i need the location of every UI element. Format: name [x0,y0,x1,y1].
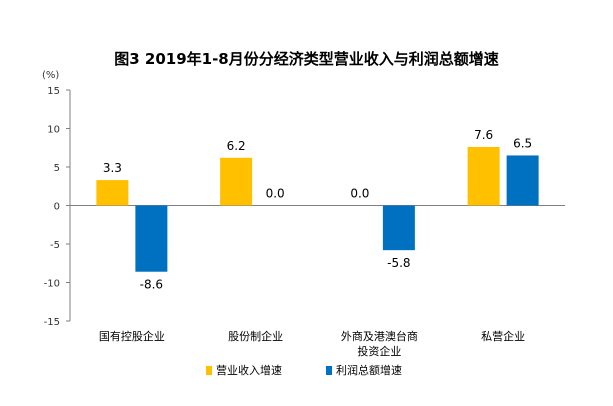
y-tick-label: 5 [54,163,60,174]
y-tick-label: -10 [44,279,60,290]
chart-title: 图3 2019年1-8月份分经济类型营业收入与利润总额增速 [114,50,499,68]
legend-label: 利润总额增速 [336,363,402,377]
data-label: 3.3 [103,161,122,175]
data-label: -8.6 [140,278,163,292]
bar-revenue [96,180,129,206]
legend-swatch-revenue [206,366,212,375]
data-label: 0.0 [266,187,285,201]
y-tick-label: 10 [47,125,60,136]
x-category-label: 私营企业 [481,329,525,343]
data-label: 6.2 [227,139,246,153]
bar-profit [135,205,168,272]
y-tick-label: -15 [44,317,60,328]
bar-profit [382,205,415,251]
data-label: 7.6 [474,128,493,142]
data-label: 0.0 [350,187,369,201]
x-category-label: 国有控股企业 [99,329,165,343]
data-label: -5.8 [387,256,410,270]
y-tick-label: -5 [50,240,60,251]
legend-label: 营业收入增速 [216,363,282,377]
x-category-label: 股份制企业 [228,329,283,343]
bar-revenue [220,157,253,206]
legend-swatch-profit [326,366,332,375]
x-category-label: 外商及港澳台商 [341,329,418,343]
y-axis-unit-label: (%) [42,70,59,81]
x-category-label: 投资企业 [357,344,401,358]
data-label: 6.5 [513,136,532,150]
y-tick-label: 0 [54,202,60,213]
bar-revenue [467,146,500,206]
bar-profit [506,155,539,206]
y-tick-label: 15 [47,86,60,97]
